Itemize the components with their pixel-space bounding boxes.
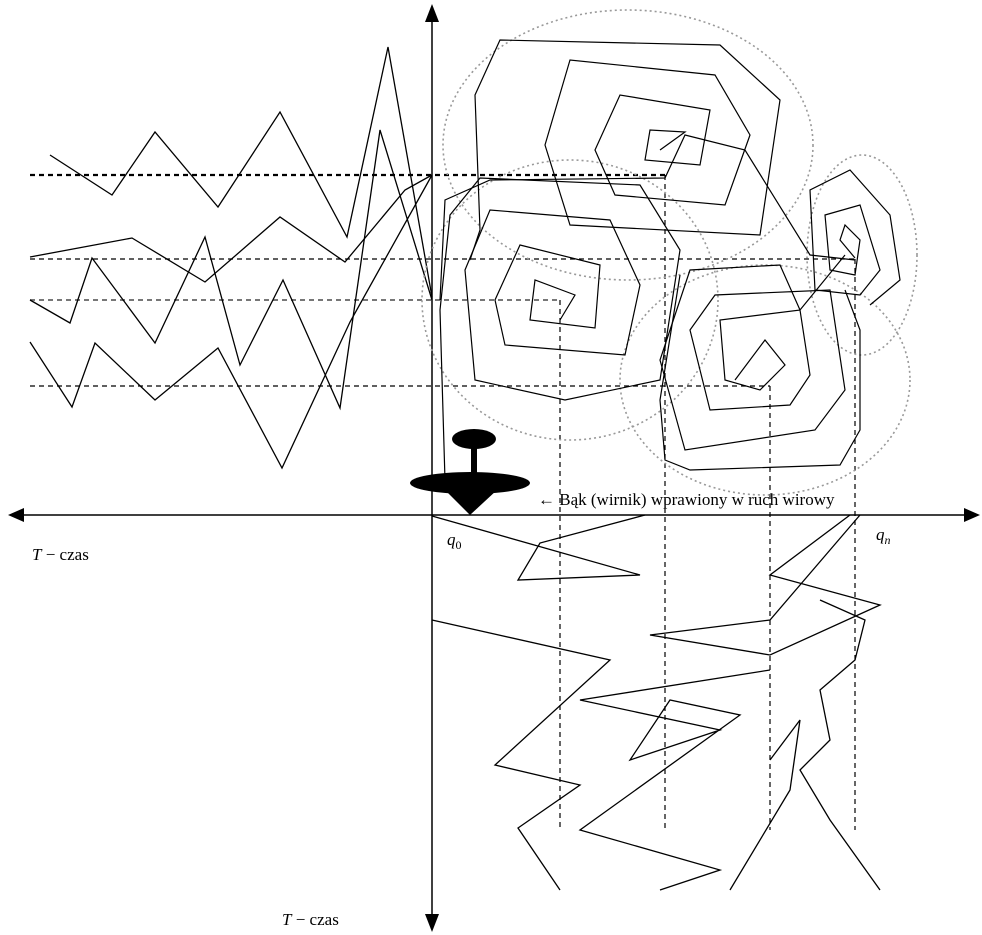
spinning-top [410,429,530,515]
bottom-zigzags [431,514,882,891]
q-sub: 0 [456,538,462,552]
left-zigzags [29,46,433,470]
time-symbol: T [282,910,293,929]
q-symbol: q [447,530,456,549]
spirals [439,39,901,481]
q-end-label: qn [876,525,891,547]
time-symbol: T [32,545,43,564]
time-text: − czas [46,545,89,564]
q-symbol: q [876,525,885,544]
spinning-top-label: ← Bąk (wirnik) wprawiony w ruch wirowy [538,490,835,509]
time-horizontal-label: T − czas [32,545,89,564]
time-vertical-label: T − czas [282,910,339,929]
time-text: − czas [296,910,339,929]
q-sub: n [885,533,891,547]
dotted-circles [421,9,918,496]
axes [8,4,980,932]
q-start-label: q0 [447,530,462,552]
